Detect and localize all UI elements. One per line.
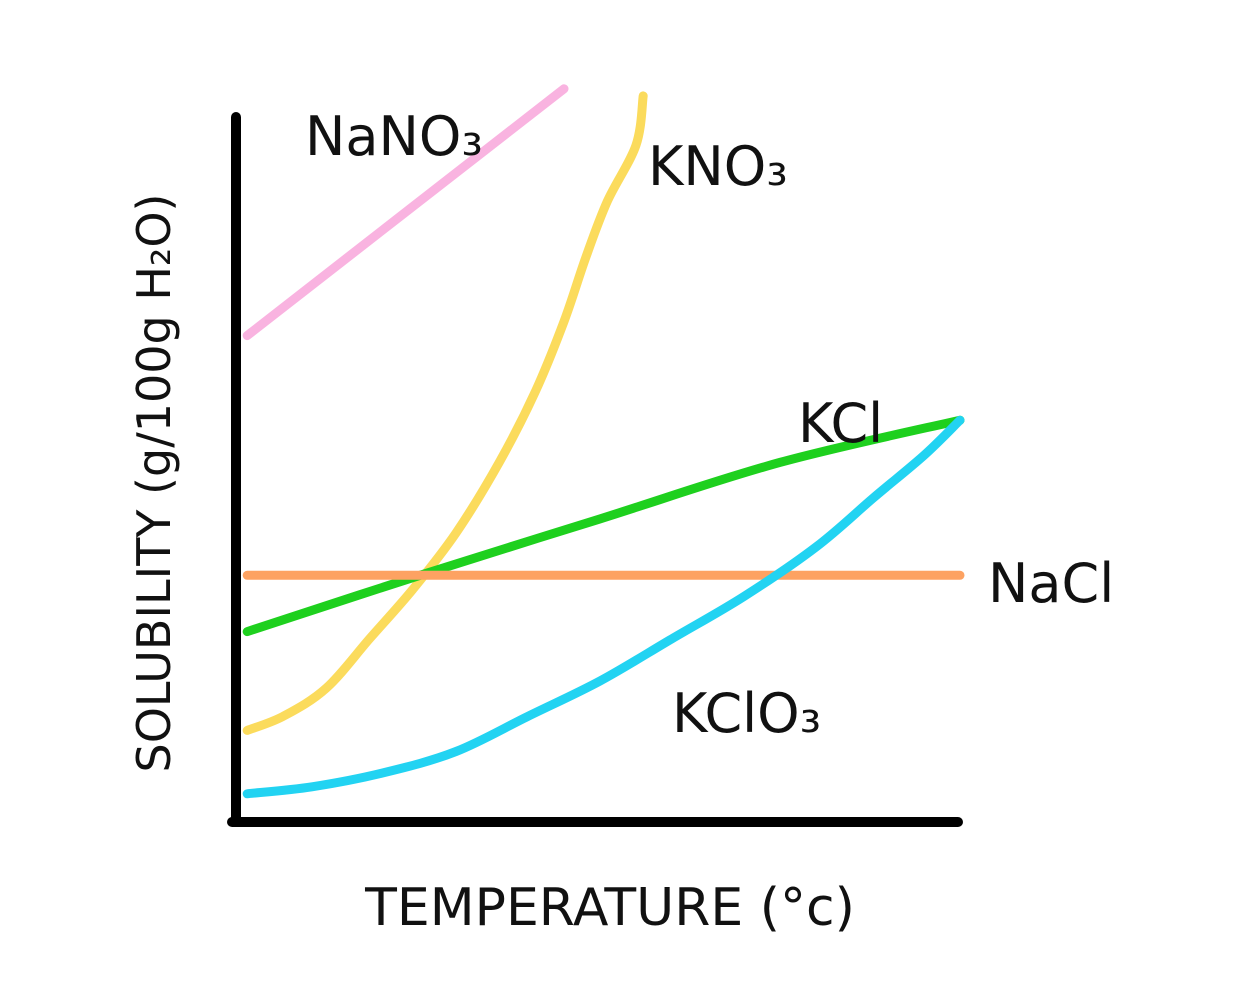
series-label-3: NaCl bbox=[988, 552, 1114, 615]
series-line-0 bbox=[242, 84, 569, 341]
x-axis-label: TEMPERATURE (°c) bbox=[364, 878, 855, 938]
series-label-1: KNO₃ bbox=[648, 135, 788, 198]
series-line-2 bbox=[242, 415, 965, 637]
y-axis-label: SOLUBILITY (g/100g H₂O) bbox=[127, 194, 181, 773]
series-label-2: KCl bbox=[798, 392, 883, 455]
series-label-0: NaNO₃ bbox=[305, 105, 483, 168]
series-line-4 bbox=[242, 415, 965, 799]
series-layer bbox=[242, 84, 965, 799]
series-label-4: KClO₃ bbox=[672, 682, 821, 745]
label-layer: NaNO₃ KNO₃ KCl NaCl KClO₃ bbox=[305, 105, 1114, 745]
series-line-1 bbox=[242, 91, 648, 735]
